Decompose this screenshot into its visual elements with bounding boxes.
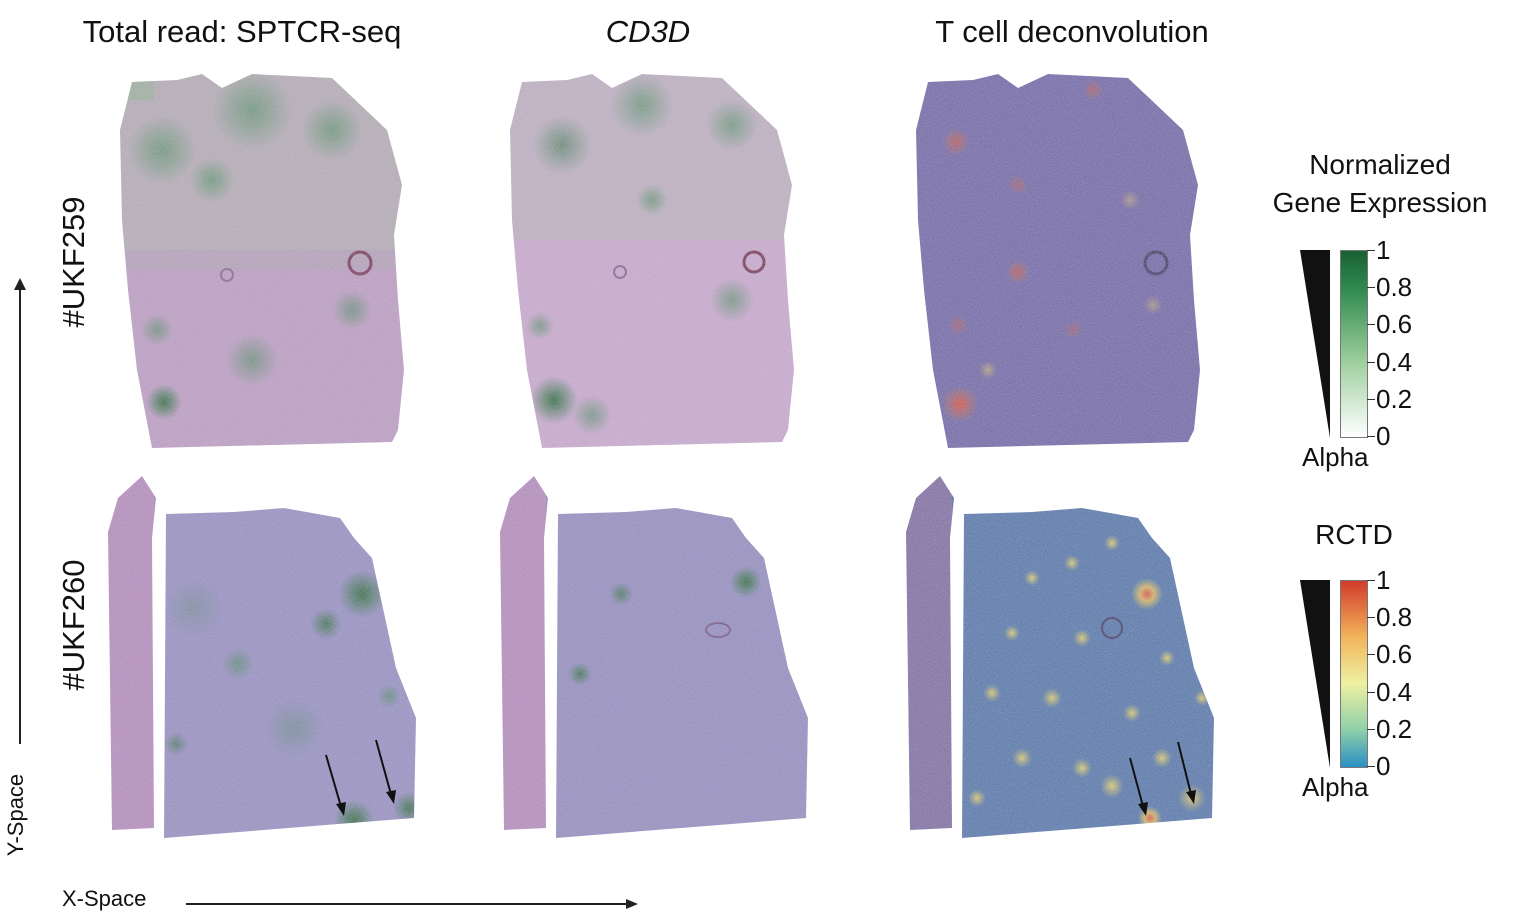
tissue-panel-ukf260-t-cell: [902, 468, 1232, 848]
colorbar-tick-label: 0.2: [1376, 713, 1413, 744]
colorbar-tick-mark: [1367, 580, 1375, 581]
colorbar-tick-label: 0.4: [1376, 346, 1413, 377]
colorbar-tick-label: 1: [1376, 565, 1391, 595]
legend-title-line1: Normalized: [1309, 149, 1451, 180]
tissue-panel-ukf260-cd3d: [496, 468, 826, 848]
colorbar-tick-mark: [1367, 324, 1375, 326]
column-title-cd3d: CD3D: [605, 14, 691, 49]
colorbar-tick-mark: [1367, 691, 1375, 693]
tissue-panel-ukf260-total-read: [104, 468, 434, 848]
tissue-panel-ukf259-total-read: [102, 70, 422, 455]
colorbar-tick-label: 0.8: [1376, 272, 1413, 303]
row-label-ukf260: #UKF260: [56, 559, 91, 691]
y-axis-arrow: [14, 278, 26, 744]
colorbar-tick-label: 0.4: [1376, 676, 1413, 707]
legend-title-line2: Gene Expression: [1272, 187, 1488, 218]
colorbar-tick-label: 0: [1376, 751, 1391, 781]
alpha-label-gene-expression: Alpha: [1302, 442, 1369, 472]
colorbar-tick-label: 0.6: [1376, 639, 1413, 670]
colorbar-tick-mark: [1367, 617, 1375, 619]
alpha-wedge-icon: [1300, 580, 1330, 768]
colorbar-tick-mark: [1367, 287, 1375, 289]
tissue-panel-ukf259-t-cell: [898, 70, 1218, 455]
column-title-t-cell-deconvolution: T cell deconvolution: [935, 14, 1209, 49]
colorbar-tick-mark: [1367, 766, 1375, 767]
legend-title-normalized: Normalized Gene Expression: [1273, 146, 1488, 222]
column-title-total-read: Total read: SPTCR-seq: [82, 14, 402, 49]
alpha-label-rctd: Alpha: [1302, 772, 1369, 802]
colorbar-tick-mark: [1367, 361, 1375, 363]
legend-title-rctd: RCTD: [1315, 516, 1393, 554]
colorbar-tick-label: 1: [1376, 235, 1391, 265]
colorbar-tick-label: 0: [1376, 421, 1391, 451]
y-axis-label: Y-Space: [3, 773, 28, 857]
colorbar-tick-mark: [1367, 654, 1375, 656]
x-axis-arrow: [186, 899, 638, 909]
tissue-panel-ukf259-cd3d: [492, 70, 812, 455]
rctd-colorbar: [1340, 580, 1368, 768]
colorbar-tick-label: 0.6: [1376, 309, 1413, 340]
colorbar-tick-mark: [1367, 436, 1375, 437]
alpha-wedge-icon: [1300, 250, 1330, 438]
colorbar-tick-label: 0.2: [1376, 383, 1413, 414]
colorbar-tick-mark: [1367, 398, 1375, 400]
colorbar-tick-mark: [1367, 728, 1375, 730]
gene-expression-colorbar: [1340, 250, 1368, 438]
legend-title-rctd-text: RCTD: [1315, 519, 1393, 550]
row-label-ukf259: #UKF259: [56, 196, 91, 328]
colorbar-tick-label: 0.8: [1376, 602, 1413, 633]
x-axis-label: X-Space: [62, 886, 147, 911]
colorbar-tick-mark: [1367, 250, 1375, 251]
